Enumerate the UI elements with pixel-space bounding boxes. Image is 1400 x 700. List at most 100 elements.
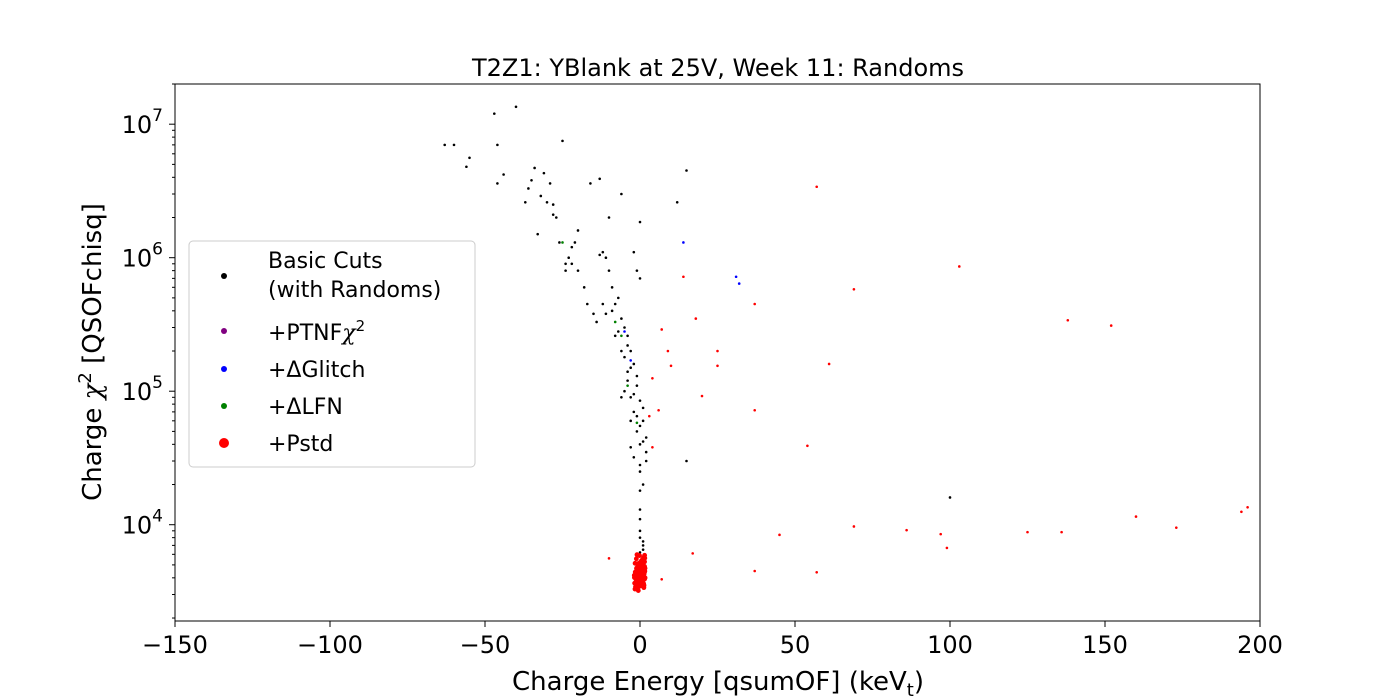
point-basic-cuts-with-randoms <box>548 182 552 185</box>
x-axis: −150 −100 −50 0 50 100 150 200 <box>142 621 1283 659</box>
point-basic-cuts-with-randoms <box>551 213 555 216</box>
point-basic-cuts-with-randoms <box>570 245 574 249</box>
legend-marker-lfn <box>221 403 227 409</box>
point-basic-cuts-with-randoms <box>536 232 539 236</box>
x-tick-label: −50 <box>460 631 511 659</box>
point-basic-cuts-with-randoms <box>610 309 614 313</box>
point-basic-cuts-with-randoms <box>641 440 645 443</box>
point-pstd <box>691 552 694 555</box>
point-basic-cuts-with-randoms <box>632 250 636 254</box>
point-basic-cuts-with-randoms <box>626 379 629 382</box>
legend-marker-pstd <box>219 438 229 448</box>
y-axis: 104 105 106 107 <box>122 83 175 619</box>
point-pstd <box>815 185 818 189</box>
point-pstd-core <box>639 569 644 575</box>
point-basic-cuts-with-randoms <box>635 384 639 387</box>
point-basic-cuts-with-randoms <box>567 256 570 259</box>
point-basic-cuts-with-randoms <box>598 253 601 257</box>
point-pstd-core <box>639 574 645 580</box>
point-basic-cuts-with-randoms <box>465 165 468 169</box>
point-pstd <box>852 287 856 291</box>
x-axis-title-subscript: t <box>907 680 914 700</box>
point-basic-cuts-with-randoms <box>629 419 632 423</box>
point-basic-cuts-with-randoms <box>607 269 611 272</box>
point-glitch <box>737 282 741 285</box>
legend-marker-glitch <box>221 366 227 372</box>
point-basic-cuts-with-randoms <box>604 256 608 259</box>
point-basic-cuts-with-randoms <box>626 334 629 338</box>
point-pstd <box>939 532 942 536</box>
point-basic-cuts-with-randoms <box>589 182 592 185</box>
point-pstd <box>778 533 781 537</box>
point-basic-cuts-with-randoms <box>635 414 639 418</box>
point-basic-cuts-with-randoms <box>638 443 642 446</box>
point-glitch <box>734 275 738 279</box>
legend-label-lfn: +ΔLFN <box>268 395 343 420</box>
point-pstd <box>660 578 663 581</box>
point-basic-cuts-with-randoms <box>595 320 598 324</box>
point-basic-cuts-with-randoms <box>468 156 471 160</box>
point-lfn <box>561 241 564 244</box>
point-basic-cuts-with-randoms <box>570 262 574 266</box>
point-basic-cuts-with-randoms <box>514 105 518 109</box>
point-basic-cuts-with-randoms <box>573 241 577 244</box>
x-tick-label: 50 <box>780 631 811 659</box>
point-basic-cuts-with-randoms <box>524 200 527 204</box>
point-basic-cuts-with-randoms <box>675 200 679 204</box>
point-basic-cuts-with-randoms <box>582 286 586 289</box>
point-basic-cuts-with-randoms <box>632 410 636 414</box>
y-tick-label: 107 <box>122 106 163 139</box>
point-basic-cuts-with-randoms <box>555 216 558 219</box>
point-basic-cuts-with-randoms <box>613 302 617 306</box>
point-basic-cuts-with-randoms <box>638 463 642 467</box>
point-basic-cuts-with-randoms <box>641 406 645 410</box>
point-basic-cuts-with-randoms <box>598 177 601 181</box>
point-pstd <box>651 446 654 449</box>
point-basic-cuts-with-randoms <box>601 250 605 254</box>
point-basic-cuts-with-randoms <box>620 349 623 353</box>
point-basic-cuts-with-randoms <box>613 334 617 338</box>
point-basic-cuts-with-randoms <box>685 459 688 463</box>
point-pstd <box>700 394 704 398</box>
point-basic-cuts-with-randoms <box>561 139 564 143</box>
point-pstd <box>827 362 831 366</box>
point-pstd <box>1240 510 1243 514</box>
point-basic-cuts-with-randoms <box>638 508 642 511</box>
point-basic-cuts-with-randoms <box>638 424 642 428</box>
point-basic-cuts-with-randoms <box>638 399 642 402</box>
point-pstd-core <box>637 553 642 558</box>
point-basic-cuts-with-randoms <box>638 517 642 521</box>
point-basic-cuts-with-randoms <box>493 112 496 115</box>
point-pstd-core <box>641 583 647 588</box>
point-lfn <box>620 334 623 338</box>
point-basic-cuts-with-randoms <box>617 296 620 300</box>
legend-box <box>188 240 476 468</box>
x-tick-label: 100 <box>927 631 973 659</box>
point-pstd-core <box>637 577 643 583</box>
point-basic-cuts-with-randoms <box>644 436 648 439</box>
point-basic-cuts-with-randoms <box>629 349 632 353</box>
point-basic-cuts-with-randoms <box>638 536 642 539</box>
point-basic-cuts-with-randoms <box>641 419 645 423</box>
point-basic-cuts-with-randoms <box>623 355 626 359</box>
point-basic-cuts-with-randoms <box>641 544 645 547</box>
point-pstd <box>1066 318 1070 322</box>
x-tick-label: 0 <box>632 631 647 659</box>
point-basic-cuts-with-randoms <box>629 396 632 399</box>
point-pstd <box>716 349 719 353</box>
point-pstd <box>682 275 685 279</box>
point-basic-cuts-with-randoms <box>551 203 555 206</box>
point-basic-cuts-with-randoms <box>638 277 642 280</box>
point-basic-cuts-with-randoms <box>620 396 623 399</box>
point-basic-cuts-with-randoms <box>644 459 648 463</box>
point-basic-cuts-with-randoms <box>558 241 561 244</box>
point-basic-cuts-with-randoms <box>604 312 608 316</box>
point-basic-cuts-with-randoms <box>685 169 688 172</box>
point-glitch <box>682 241 685 244</box>
point-basic-cuts-with-randoms <box>496 182 499 185</box>
point-pstd <box>1026 530 1029 534</box>
point-basic-cuts-with-randoms <box>948 496 952 499</box>
point-basic-cuts-with-randoms <box>632 362 636 366</box>
point-basic-cuts-with-randoms <box>638 551 642 554</box>
point-pstd <box>753 408 756 412</box>
